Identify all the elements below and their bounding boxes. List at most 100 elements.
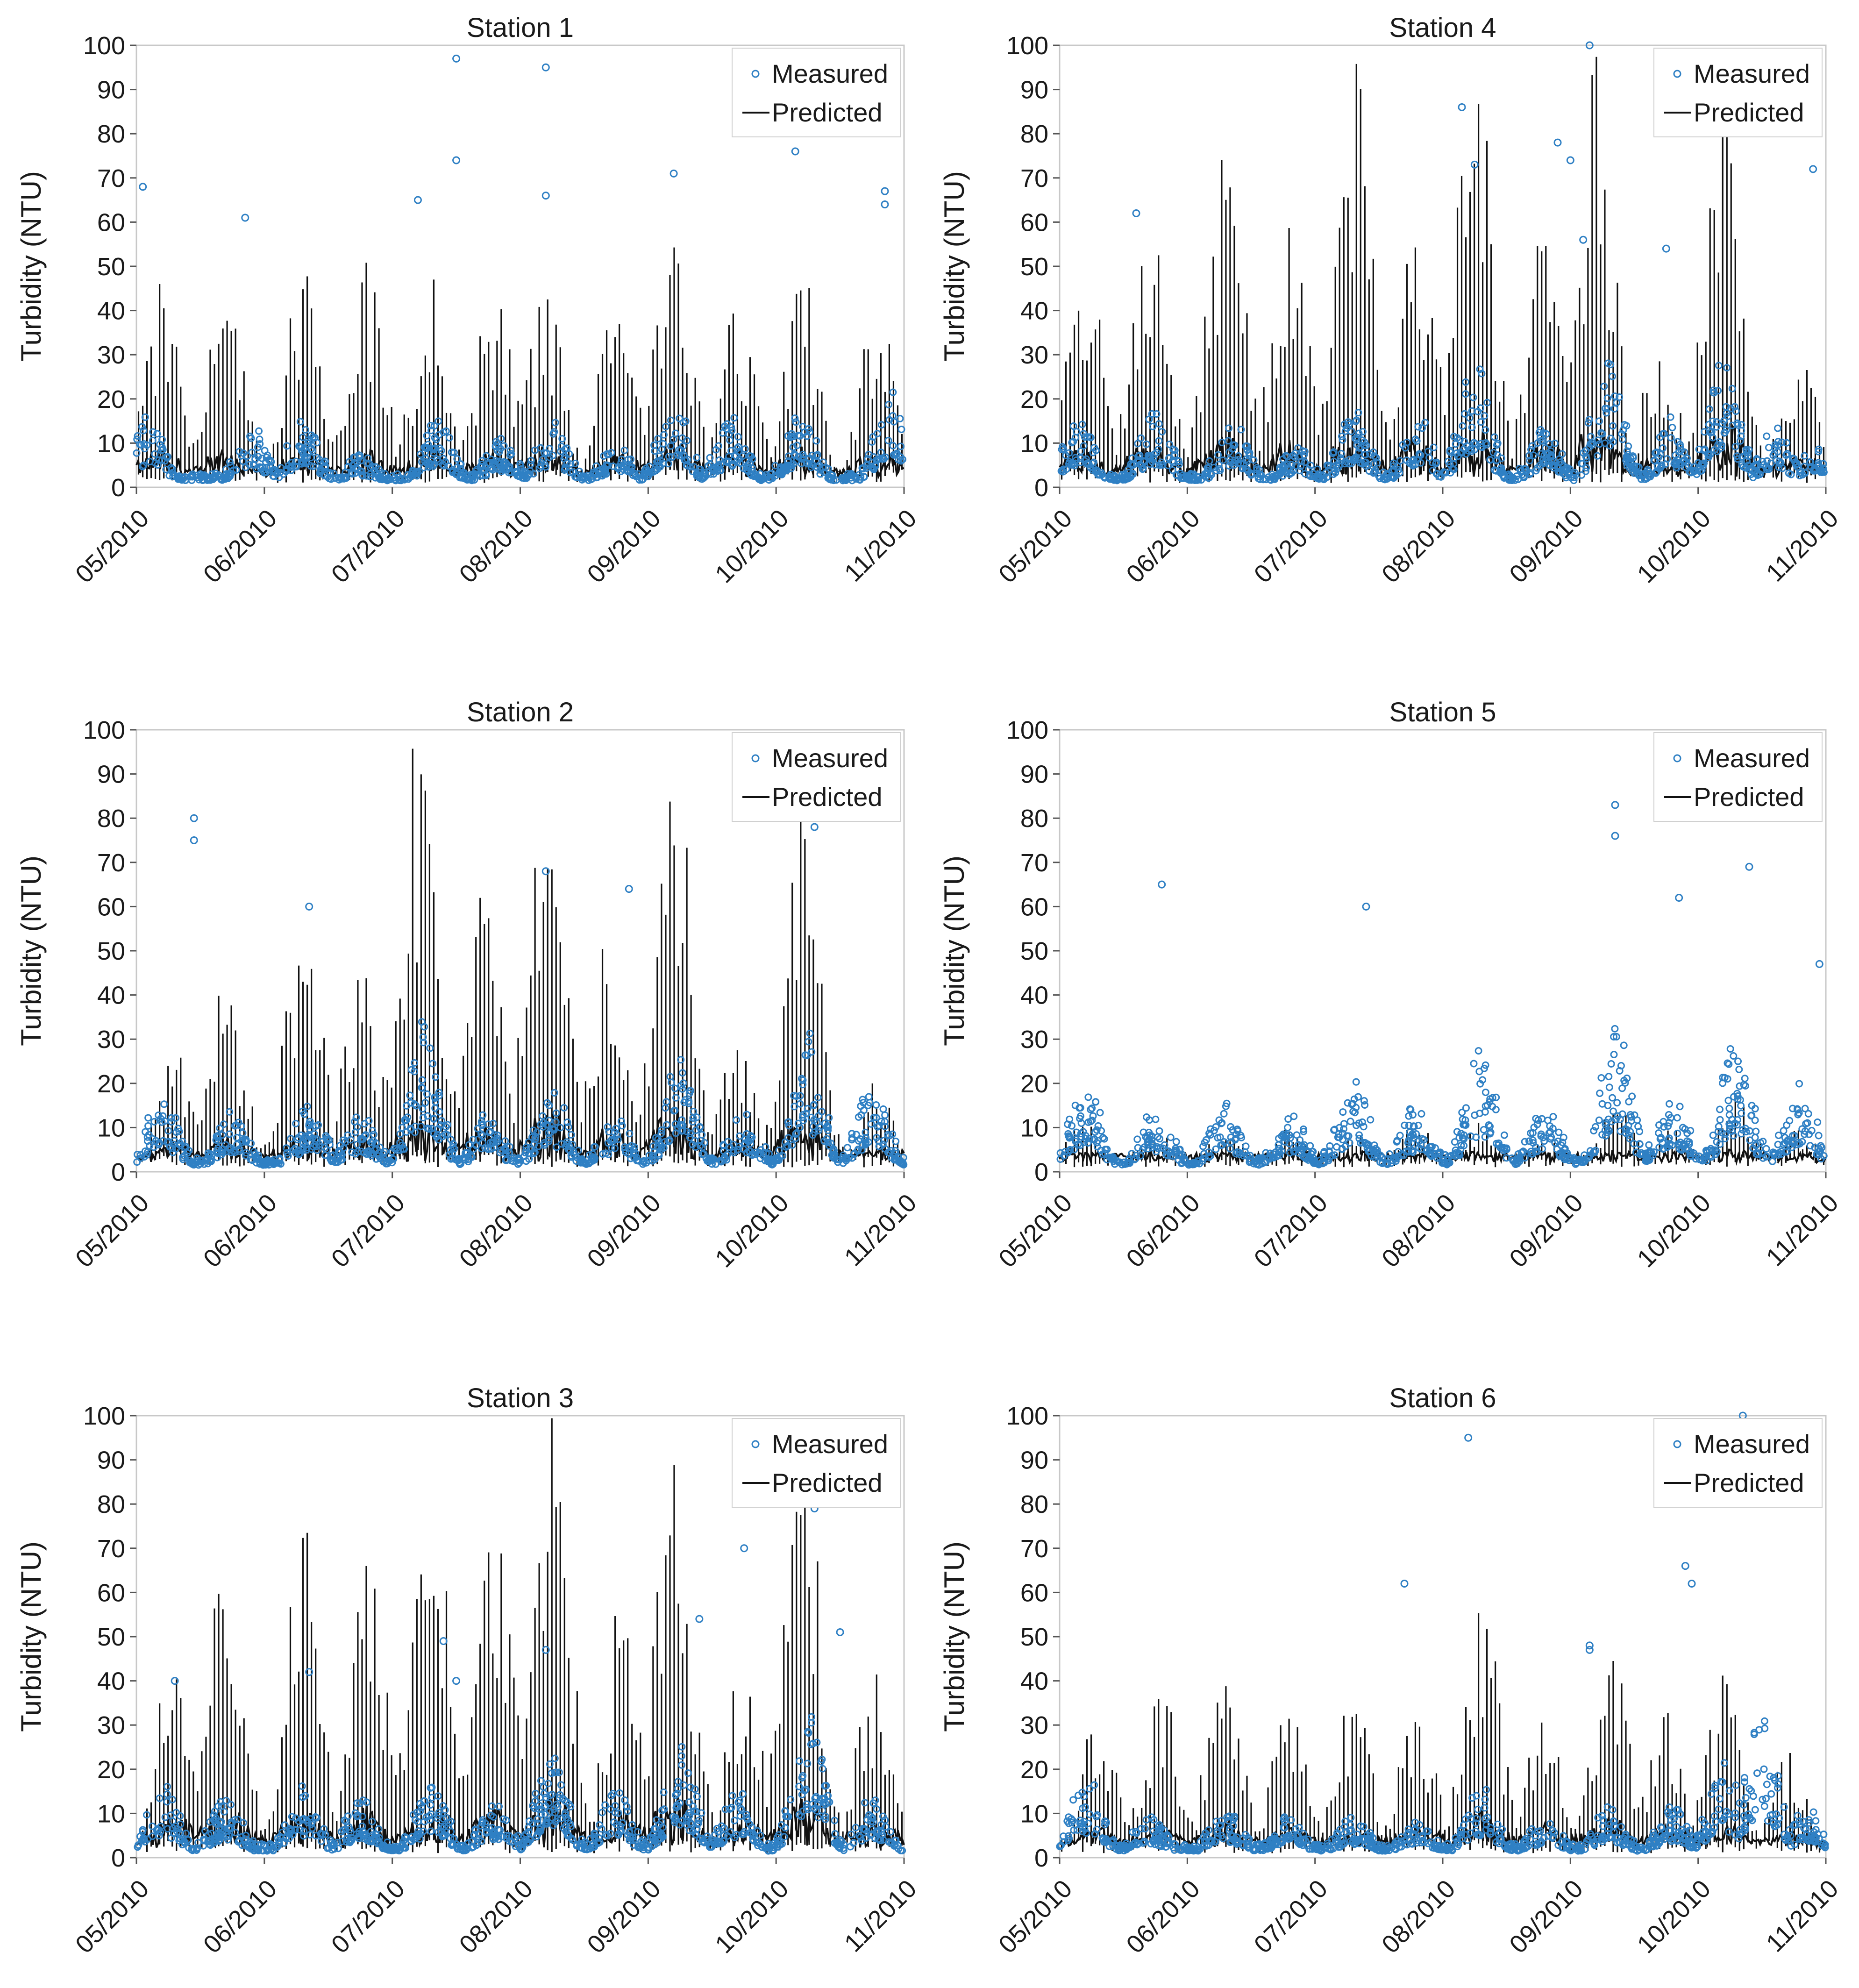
measured-point	[1597, 429, 1605, 437]
measured-point	[310, 463, 318, 470]
measured-point	[1778, 438, 1786, 446]
measured-point	[500, 458, 508, 466]
measured-point	[1594, 452, 1602, 460]
measured-point	[141, 413, 149, 421]
measured-point	[296, 443, 304, 451]
measured-point	[1609, 372, 1617, 380]
measured-point	[536, 464, 544, 472]
measured-point	[1585, 416, 1593, 424]
measured-point	[1709, 434, 1717, 442]
measured-point	[395, 476, 403, 484]
measured-point	[375, 474, 383, 482]
measured-point	[371, 463, 379, 471]
measured-point	[784, 432, 792, 440]
measured-point	[434, 417, 442, 425]
measured-point	[1239, 460, 1247, 468]
measured-point	[1783, 439, 1791, 447]
y-tick-label: 70	[1020, 164, 1048, 192]
measured-point	[1545, 449, 1553, 457]
measured-outlier-point	[881, 187, 889, 195]
measured-point	[1610, 405, 1618, 413]
measured-point	[1482, 426, 1489, 434]
measured-point	[1598, 430, 1606, 438]
measured-point	[205, 476, 213, 484]
measured-point	[864, 455, 872, 463]
measured-point	[138, 463, 146, 470]
measured-point	[1205, 474, 1213, 482]
measured-point	[465, 476, 473, 484]
measured-point	[730, 414, 738, 422]
measured-point	[847, 474, 855, 482]
measured-point	[1667, 413, 1674, 421]
measured-point	[725, 430, 733, 438]
measured-point	[1340, 420, 1348, 428]
measured-point	[1382, 473, 1390, 481]
measured-point	[747, 452, 755, 460]
measured-point	[344, 463, 352, 471]
measured-point	[356, 452, 364, 460]
measured-point	[1539, 459, 1547, 467]
measured-point	[1579, 460, 1587, 468]
legend-measured-label: Measured	[772, 59, 888, 88]
y-tick-label: 50	[1020, 937, 1048, 965]
x-tick-label: 07/2010	[326, 1189, 410, 1273]
y-axis-title: Turbidity (NTU)	[939, 171, 970, 362]
measured-point	[624, 456, 632, 463]
measured-point	[1077, 447, 1085, 455]
measured-point	[357, 456, 365, 464]
measured-point	[1373, 459, 1381, 467]
measured-point	[609, 462, 617, 470]
measured-point	[1681, 448, 1688, 456]
measured-point	[766, 470, 774, 478]
measured-point	[700, 468, 708, 476]
measured-point	[1219, 456, 1227, 464]
measured-point	[1092, 447, 1100, 455]
x-tick-label: 08/2010	[1376, 1189, 1460, 1273]
measured-point	[478, 457, 486, 465]
legend-measured-label: Measured	[1694, 743, 1810, 773]
measured-point	[500, 442, 508, 450]
measured-point	[1557, 458, 1565, 466]
legend-predicted-label: Predicted	[1694, 782, 1804, 812]
measured-point	[752, 471, 760, 479]
measured-point	[1767, 459, 1775, 467]
measured-point	[1421, 419, 1429, 427]
measured-point	[1399, 441, 1407, 449]
measured-point	[1493, 441, 1501, 449]
measured-point	[1189, 470, 1197, 478]
measured-point	[1339, 436, 1346, 444]
measured-point	[358, 471, 366, 479]
measured-point	[445, 434, 453, 442]
measured-point	[349, 462, 356, 470]
measured-point	[592, 474, 600, 482]
measured-point	[1461, 390, 1469, 398]
y-tick-label: 10	[97, 429, 125, 457]
measured-point	[1375, 472, 1383, 480]
measured-point	[1530, 451, 1538, 459]
measured-point	[1246, 449, 1254, 457]
legend-measured-label: Measured	[1694, 59, 1810, 88]
measured-point	[1353, 416, 1360, 424]
measured-point	[701, 472, 709, 480]
measured-point	[546, 445, 554, 453]
measured-point	[151, 450, 159, 458]
predicted-baseline	[1059, 423, 1827, 480]
measured-point	[1731, 443, 1739, 451]
measured-point	[1234, 452, 1242, 460]
measured-outlier-point	[670, 169, 678, 178]
measured-point	[1727, 405, 1735, 413]
measured-point	[469, 475, 477, 483]
measured-point	[1225, 437, 1232, 445]
x-tick-label: 08/2010	[454, 1189, 538, 1273]
measured-point	[574, 471, 582, 479]
y-axis-title: Turbidity (NTU)	[15, 1541, 47, 1732]
measured-point	[495, 448, 503, 456]
measured-point	[1446, 460, 1454, 468]
x-tick-label: 08/2010	[1376, 504, 1460, 588]
measured-point	[742, 466, 750, 474]
x-tick-label: 11/2010	[839, 1874, 922, 1958]
measured-point	[1705, 405, 1713, 413]
measured-point	[1292, 462, 1300, 470]
measured-point	[1584, 419, 1592, 427]
measured-point	[1301, 458, 1309, 466]
